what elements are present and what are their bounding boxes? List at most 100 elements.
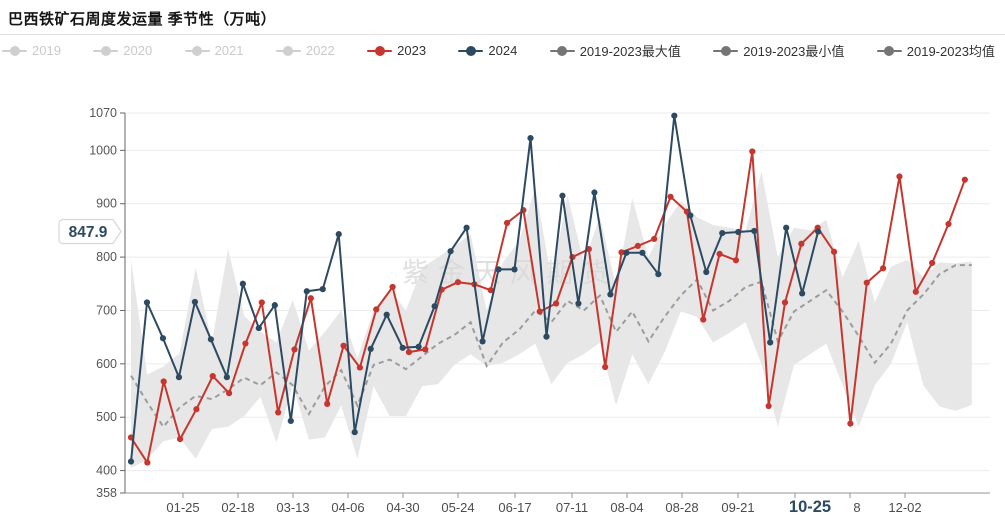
data-point-2023 [324,400,331,407]
legend-item-2019-2023-[interactable]: 2019-2023均值 [876,41,995,60]
data-point-2023 [340,342,347,349]
data-point-2023 [602,363,609,371]
y-tick-label: 800 [96,250,117,264]
legend-line-marker-icon [275,45,301,56]
data-point-2023 [716,250,723,257]
legend-item-label: 2022 [305,43,335,58]
x-tick-label: 05-24 [441,500,474,515]
data-point-2023 [356,364,363,371]
data-point-2024 [383,311,390,318]
legend-item-2020[interactable]: 2020 [93,43,152,58]
chart-header: 巴西铁矿石周度发运量 季节性（万吨） [0,0,1005,35]
legend-item-2023[interactable]: 2023 [367,43,426,58]
x-tick-label: 04-30 [386,500,419,515]
data-point-2024 [511,266,518,273]
legend-item-2019[interactable]: 2019 [2,43,61,58]
x-tick-label: 08-28 [665,500,698,515]
data-point-2023 [503,219,511,227]
y-tick-label: 358 [96,486,117,500]
x-axis: 01-25 02-18 03-13 04-06 04-30 05-24 06-17 07-11… [125,492,990,516]
legend-item-2022[interactable]: 2022 [275,43,335,58]
data-point-2024 [367,345,374,352]
data-point-2023 [651,235,658,243]
data-point-2023 [291,346,298,353]
data-point-2023 [307,295,314,302]
y-tick-label: 700 [96,303,117,317]
data-point-2024 [271,302,278,309]
data-point-2024 [319,286,326,293]
badge-value: 847.9 [69,224,108,241]
legend-item-2024[interactable]: 2024 [458,43,517,58]
data-point-2024 [463,224,470,231]
data-point-2023 [961,176,968,183]
data-point-2023 [176,435,184,443]
legend-item-2019-2023-[interactable]: 2019-2023最小值 [713,41,844,60]
data-point-2024 [351,429,358,436]
data-point-2024 [223,374,230,381]
data-point-2024 [159,335,167,342]
legend-line-marker-icon [713,45,739,56]
data-point-2023 [242,340,249,347]
data-point-2023 [226,390,233,397]
data-point-2024 [447,248,454,255]
data-point-2024 [127,458,135,465]
legend: 2019 2020 2021 2022 2023 2024 2019-2023最大值 2019… [0,35,1005,66]
legend-item-2021[interactable]: 2021 [184,43,244,58]
data-point-2023 [160,378,167,385]
x-tick-label: 12-02 [888,500,921,515]
x-tick-label: 01-25 [166,500,199,515]
data-point-2024 [767,339,774,346]
data-point-2023 [553,300,560,307]
data-point-2024 [559,192,566,199]
data-point-2023 [830,248,838,255]
x-tick-label: 8 [853,500,860,515]
data-point-2024 [687,212,694,219]
data-point-2024 [207,336,214,343]
data-point-2023 [144,459,151,466]
data-point-2024 [639,249,646,256]
data-point-2024 [575,300,582,307]
data-point-2023 [880,265,887,272]
data-point-2024 [735,228,742,236]
legend-line-marker-icon [93,45,119,56]
legend-item-label: 2021 [214,43,244,58]
min-max-band [131,171,972,468]
data-point-2023 [896,173,903,180]
data-point-2024 [431,303,438,310]
legend-line-marker-icon [2,45,27,56]
legend-line-marker-icon [367,45,393,56]
data-point-2024 [623,249,630,256]
data-point-2024 [591,189,598,196]
legend-line-marker-icon [458,45,484,56]
data-point-2024 [783,224,790,231]
data-point-2023 [487,287,494,294]
data-point-2024 [287,417,294,425]
data-point-2023 [667,193,674,200]
data-point-2023 [209,373,216,380]
data-point-2024 [399,344,406,351]
legend-line-marker-icon [184,45,210,56]
data-point-2023 [454,279,462,286]
y-tick-label: 600 [96,357,117,371]
data-point-2024 [479,338,486,345]
series-2023 [127,148,968,466]
data-point-2023 [389,283,396,291]
data-point-2024 [191,298,199,306]
x-tick-label: 04-06 [331,500,364,515]
data-point-2024 [239,280,246,287]
data-point-2023 [618,249,625,256]
data-point-2023 [732,257,740,264]
data-point-2024 [495,266,502,273]
legend-item-label: 2019-2023最小值 [743,44,845,59]
data-point-2024 [815,228,822,235]
data-point-2024 [751,227,758,235]
data-point-2024 [607,291,614,298]
legend-item-2019-2023-[interactable]: 2019-2023最大值 [549,41,681,60]
data-point-2024 [415,343,422,350]
y-axis: 358 400 500 600 700 800 900 1000 1070 [89,106,126,500]
y-tick-label: 500 [96,410,117,424]
data-point-2024 [143,299,151,306]
x-tick-label: 03-13 [276,500,309,515]
x-tick-label: 08-04 [610,500,643,515]
y-tick-label: 900 [96,197,117,211]
